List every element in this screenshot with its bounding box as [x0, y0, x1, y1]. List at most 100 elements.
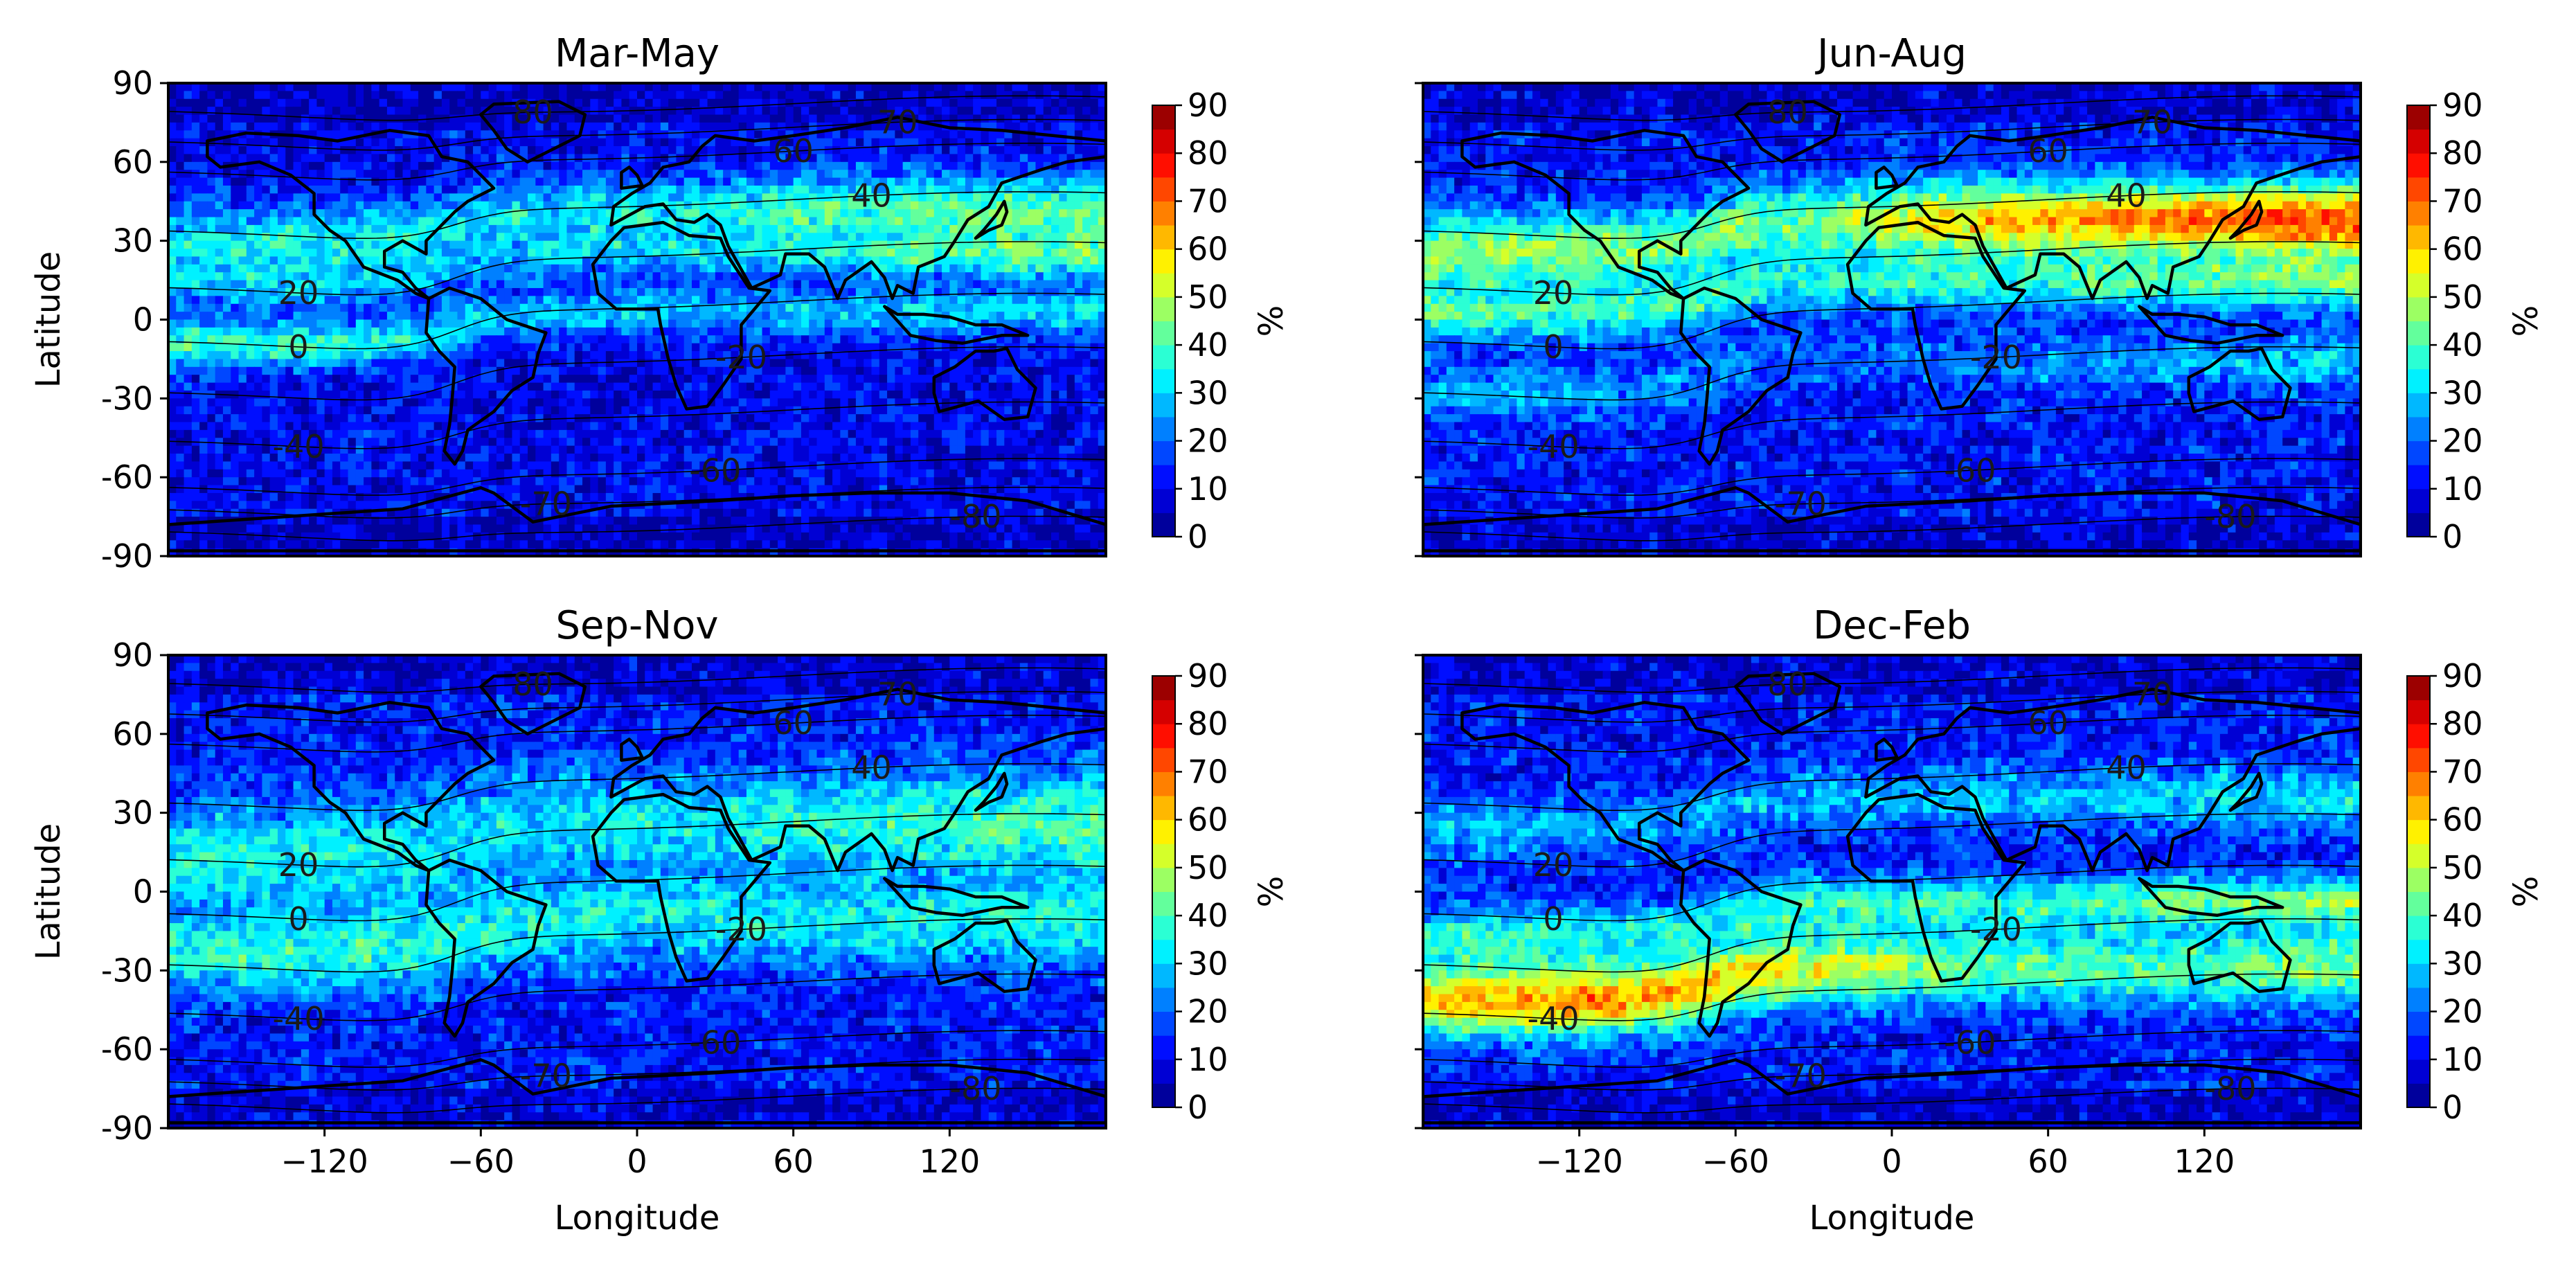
heat-cell [949, 359, 958, 368]
heat-cell [285, 390, 294, 399]
heat-cell [840, 217, 849, 226]
heat-cell [332, 240, 341, 249]
heat-cell [551, 272, 560, 281]
heat-cell [762, 296, 771, 305]
heat-cell [566, 398, 575, 407]
heat-cell [395, 185, 404, 194]
heat-cell [660, 327, 669, 336]
heat-cell [519, 170, 528, 179]
heat-cell [988, 122, 997, 131]
heat-cell [1090, 303, 1099, 312]
heat-cell [996, 375, 1005, 384]
heat-cell [902, 98, 911, 107]
heat-cell [566, 217, 575, 226]
heat-cell [933, 224, 942, 233]
heat-cell [543, 201, 552, 210]
heat-cell [519, 390, 528, 399]
heat-cell [895, 303, 904, 312]
heat-cell [676, 107, 685, 116]
heat-cell [902, 193, 911, 202]
heat-cell [222, 146, 231, 155]
heat-cell [864, 161, 873, 170]
heat-cell [395, 107, 404, 116]
heat-cell [816, 390, 825, 399]
heat-cell [824, 382, 833, 391]
heat-cell [355, 319, 364, 328]
heat-cell [551, 343, 560, 352]
heat-cell [800, 83, 810, 91]
heat-cell [762, 209, 771, 218]
heat-cell [832, 154, 841, 163]
heat-cell [582, 217, 591, 226]
heat-cell [981, 312, 990, 321]
heat-cell [277, 296, 286, 305]
heat-cell [965, 264, 974, 273]
heat-cell [222, 351, 231, 360]
heat-cell [199, 91, 208, 100]
heat-cell [191, 91, 200, 100]
heat-cell [528, 83, 536, 91]
heat-cell [332, 351, 341, 360]
heat-cell [965, 382, 974, 391]
heat-cell [473, 138, 481, 147]
heat-cell [340, 280, 349, 289]
heat-cell [840, 98, 849, 107]
heat-cell [598, 382, 607, 391]
heat-cell [543, 351, 552, 360]
heat-cell [723, 319, 731, 328]
heat-cell [887, 303, 895, 312]
heat-cell [566, 249, 575, 258]
heat-cell [723, 138, 731, 147]
heat-cell [222, 240, 231, 249]
heat-cell [1012, 280, 1021, 289]
heat-cell [1051, 319, 1059, 328]
heat-cell [723, 146, 731, 155]
heat-cell [973, 366, 982, 375]
heat-cell [988, 201, 997, 210]
heat-cell [1019, 382, 1028, 391]
heat-cell [168, 272, 177, 281]
heat-cell [1012, 98, 1021, 107]
heat-cell [1019, 359, 1028, 368]
heat-cell [738, 107, 747, 116]
heat-cell [871, 296, 880, 305]
heat-cell [496, 201, 505, 210]
heat-cell [864, 264, 873, 273]
heat-cell [277, 398, 286, 407]
heat-cell [1019, 256, 1028, 265]
heat-cell [800, 138, 810, 147]
heat-cell [386, 319, 395, 328]
heat-cell [691, 296, 700, 305]
heat-cell [543, 224, 552, 233]
heat-cell [215, 217, 224, 226]
heat-cell [371, 240, 380, 249]
heat-cell [731, 287, 740, 296]
heat-cell [949, 233, 958, 242]
heat-cell [637, 83, 645, 91]
heat-cell [800, 107, 810, 116]
heat-cell [1004, 217, 1013, 226]
heat-cell [246, 287, 255, 296]
heat-cell [285, 359, 294, 368]
heat-cell [457, 382, 466, 391]
heat-cell [293, 319, 302, 328]
heat-cell [1019, 272, 1028, 281]
heat-cell [809, 249, 818, 258]
heat-cell [316, 170, 325, 179]
heat-cell [512, 327, 521, 336]
heat-cell [809, 280, 818, 289]
heat-cell [707, 154, 716, 163]
heat-cell [793, 154, 802, 163]
heat-cell [1066, 146, 1075, 155]
heat-cell [1004, 240, 1013, 249]
heat-cell [637, 280, 645, 289]
heat-cell [1043, 240, 1052, 249]
heat-cell [723, 264, 731, 273]
heat-cell [176, 343, 185, 352]
heat-cell [942, 98, 950, 107]
heat-cell [316, 146, 325, 155]
heat-cell [996, 177, 1005, 186]
heat-cell [574, 209, 583, 218]
heat-cell [731, 217, 740, 226]
heat-cell [207, 256, 216, 265]
